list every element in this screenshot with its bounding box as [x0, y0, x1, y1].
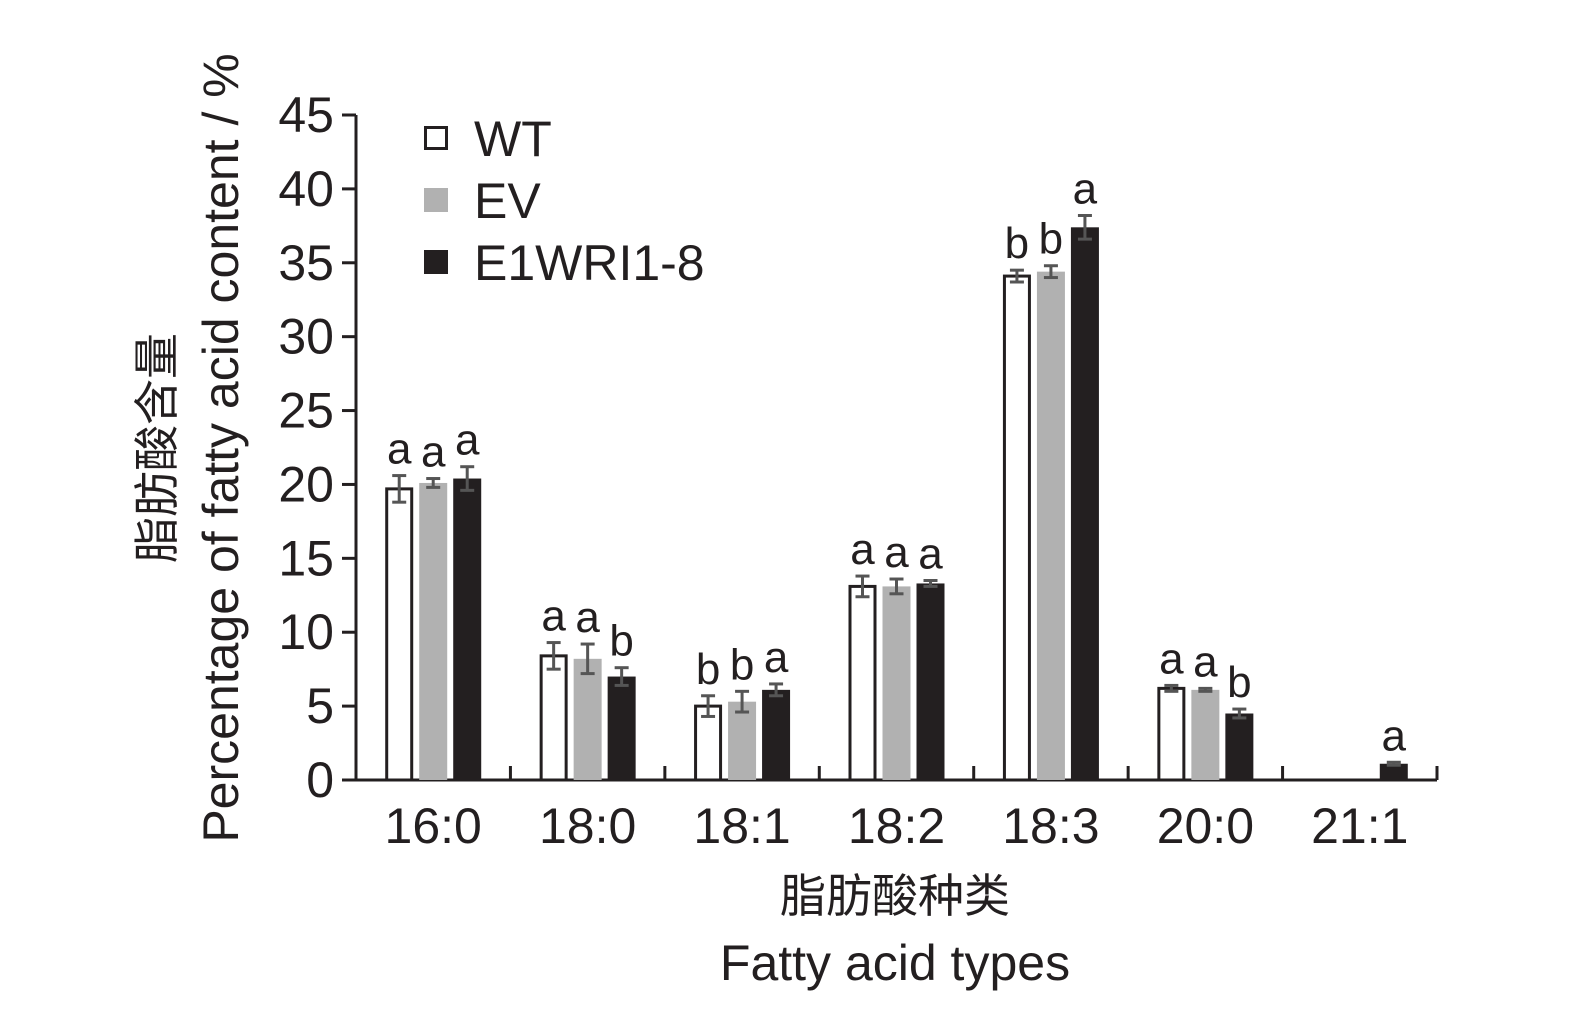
significance-label: a [884, 528, 909, 577]
x-tick-label: 20:0 [1157, 798, 1254, 854]
x-tick-label: 18:3 [1002, 798, 1099, 854]
bar [1379, 763, 1408, 780]
y-axis-title-en: Percentage of fatty acid content / % [193, 53, 249, 842]
y-tick-label: 20 [278, 456, 334, 512]
bar [728, 701, 757, 780]
legend-label: E1WRI1-8 [474, 235, 705, 291]
bar [539, 654, 568, 782]
significance-label: b [609, 617, 633, 666]
bars [385, 227, 1408, 782]
bar [882, 586, 911, 780]
bar [1157, 686, 1186, 782]
bar [848, 584, 877, 782]
significance-label: a [387, 425, 412, 474]
legend-swatch [424, 188, 448, 212]
bar [607, 676, 636, 780]
y-axis-title-cn: 脂肪酸含量 [130, 333, 184, 563]
significance-label: b [1039, 215, 1063, 264]
bar [1036, 271, 1065, 780]
bar [1225, 713, 1254, 780]
significance-label: a [1073, 164, 1098, 213]
bar [1002, 274, 1031, 782]
legend: WT EV E1WRI1-8 [424, 111, 705, 291]
significance-label: b [696, 645, 720, 694]
significance-label: a [850, 525, 875, 574]
bar [1070, 227, 1099, 781]
bar [573, 658, 602, 780]
significance-labels: a a aa a bb b aa a ab baa a ba [387, 164, 1407, 760]
legend-label: WT [474, 111, 552, 167]
x-tick-label: 16:0 [385, 798, 482, 854]
y-tick-label: 35 [278, 235, 334, 291]
x-tick-label: 18:1 [693, 798, 790, 854]
significance-label: b [1005, 219, 1029, 268]
y-tick-label: 15 [278, 530, 334, 586]
significance-label: a [918, 530, 943, 579]
y-tick-label: 25 [278, 383, 334, 439]
y-ticks: 0 5 10 15 20 25 30 35 40 45 [278, 87, 356, 808]
legend-swatch [424, 250, 448, 274]
y-tick-label: 30 [278, 309, 334, 365]
x-tick-label: 18:2 [848, 798, 945, 854]
significance-label: a [1193, 637, 1218, 686]
error-bars [392, 213, 1401, 767]
bar [1191, 689, 1220, 780]
bar [419, 482, 448, 780]
x-axis-title-en: Fatty acid types [720, 935, 1070, 991]
significance-label: a [455, 416, 480, 465]
x-tick-label: 18:0 [539, 798, 636, 854]
bar [916, 583, 945, 780]
bar [385, 487, 414, 782]
legend-swatch [424, 126, 448, 150]
significance-label: a [541, 592, 566, 641]
significance-label: a [764, 633, 789, 682]
significance-label: a [421, 428, 446, 477]
y-tick-label: 40 [278, 161, 334, 217]
significance-label: a [1159, 634, 1184, 683]
significance-label: b [730, 640, 754, 689]
legend-label: EV [474, 173, 541, 229]
significance-label: b [1227, 658, 1251, 707]
y-tick-label: 10 [278, 604, 334, 660]
significance-label: a [1382, 711, 1407, 760]
x-ticks: 16:0 18:0 18:1 18:2 18:3 20:0 21:1 [354, 766, 1439, 854]
y-tick-label: 45 [278, 87, 334, 143]
bar [762, 689, 791, 780]
significance-label: a [575, 593, 600, 642]
y-tick-label: 0 [306, 752, 334, 808]
y-tick-label: 5 [306, 678, 334, 734]
x-tick-label: 21:1 [1311, 798, 1408, 854]
bar [453, 478, 482, 780]
x-axis-title-cn: 脂肪酸种类 [780, 869, 1010, 923]
